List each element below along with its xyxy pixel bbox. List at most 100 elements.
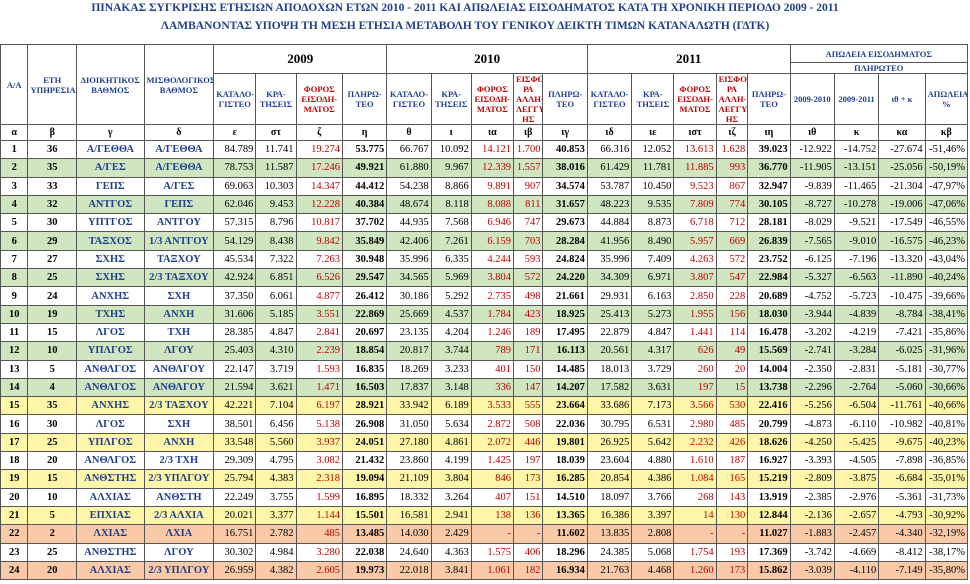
table-row: 23 25 ΑΝΘΣΤΗΣ ΛΓΟΥ 30.302 4.984 3.280 22.038 24.… <box>0 542 969 562</box>
table-cell: 19.094 <box>341 469 388 489</box>
table-cell: -11.890 <box>878 268 926 288</box>
table-cell: 4.537 <box>430 304 472 324</box>
table-cell: 26.839 <box>747 231 791 251</box>
table-cell: 130 <box>715 505 749 526</box>
table-cell: -4.752 <box>789 286 835 306</box>
table-cell: 78.753 <box>213 158 257 178</box>
h-2011-foros: ΦΟΡΟΣ ΕΙΣΟΔΗ-ΜΑΤΟΣ <box>673 73 717 125</box>
column-letter: ιβ <box>512 124 544 141</box>
table-cell: 336 <box>470 377 514 398</box>
title-line-2: ΛΑΜΒΑΝΟΝΤΑΣ ΥΠΟΨΗ ΤΗ ΜΕΣΗ ΕΤΗΣΙΑ ΜΕΤΑΒΟΛ… <box>160 20 770 32</box>
table-cell: 3.755 <box>255 487 297 507</box>
table-cell: 3.233 <box>430 359 472 379</box>
table-cell: 867 <box>715 176 749 196</box>
table-cell: 6.526 <box>295 268 343 288</box>
table-cell: 406 <box>512 542 544 562</box>
h-2009-foros: ΦΟΡΟΣ ΕΙΣΟΔΗ-ΜΑΤΟΣ <box>295 73 343 125</box>
table-cell: 3.766 <box>631 487 675 507</box>
table-cell: 2 <box>0 158 29 178</box>
table-cell: -11.761 <box>878 396 926 416</box>
table-cell: 30.105 <box>747 194 791 215</box>
table-cell: 35.996 <box>586 249 633 270</box>
column-letter: ια <box>470 124 514 141</box>
table-cell: 1.610 <box>673 451 717 471</box>
table-cell: 846 <box>470 469 514 489</box>
table-cell: 3.148 <box>430 377 472 398</box>
table-cell: 48.674 <box>386 194 432 215</box>
table-cell: 747 <box>512 213 544 233</box>
table-cell: 54.129 <box>213 231 257 251</box>
table-cell: 42.924 <box>213 268 257 288</box>
table-cell: 2.429 <box>430 524 472 544</box>
table-row: 22 2 ΛΧΙΑΣ ΛΧΙΑ 16.751 2.782 485 13.485 14.030 2.… <box>0 524 969 544</box>
table-cell: 25 <box>27 268 77 288</box>
table-cell: 24.385 <box>586 542 633 562</box>
table-cell: 22.018 <box>386 560 432 581</box>
table-cell: 34.565 <box>386 268 432 288</box>
table-row: 14 4 ΑΝΘΛΓΟΣ ΑΝΘΛΓΟΥ 21.594 3.621 1.471 16.503 1… <box>0 377 969 398</box>
table-cell: 53.787 <box>586 176 633 196</box>
table-cell: 7 <box>0 249 29 270</box>
table-cell: 1.784 <box>470 304 514 324</box>
table-cell: 4.244 <box>470 249 514 270</box>
table-cell: 5.957 <box>673 231 717 251</box>
table-cell: 4 <box>0 194 29 215</box>
table-cell: 143 <box>715 487 749 507</box>
table-cell: -38,41% <box>924 304 969 324</box>
table-cell: 40.384 <box>341 194 388 215</box>
h-2009-kratiseis: ΚΡΑ-ΤΗΣΕΙΣ <box>255 73 297 125</box>
table-cell: ΑΝΘΛΓΟΣ <box>75 451 145 471</box>
table-cell: 5 <box>27 505 77 526</box>
table-cell: -40,23% <box>924 432 969 453</box>
table-cell: ΛΓΟΥ <box>143 542 215 562</box>
table-cell: -5.361 <box>878 487 926 507</box>
table-cell: 171 <box>512 341 544 361</box>
table-cell: -7.565 <box>789 231 835 251</box>
table-cell: 18.013 <box>586 359 633 379</box>
table-cell: 197 <box>512 451 544 471</box>
table-cell: 1.557 <box>512 158 544 178</box>
table-cell: 6.971 <box>631 268 675 288</box>
table-cell: -13.320 <box>878 249 926 270</box>
table-cell: 498 <box>512 286 544 306</box>
h-loss-0910: 2009-2010 <box>789 73 835 125</box>
table-cell: 31.606 <box>213 304 257 324</box>
table-cell: 48.223 <box>586 194 633 215</box>
table-cell: 426 <box>715 432 749 453</box>
table-cell: 24 <box>0 560 29 581</box>
table-cell: 18.854 <box>341 341 388 361</box>
table-cell: 4.263 <box>673 249 717 270</box>
table-cell: 9.842 <box>295 231 343 251</box>
table-cell: 40.853 <box>542 139 588 160</box>
column-letter: ιθ <box>789 124 835 141</box>
table-cell: 16.478 <box>747 322 791 343</box>
table-cell: 45.534 <box>213 249 257 270</box>
table-cell: 62.046 <box>213 194 257 215</box>
table-cell: 7.322 <box>255 249 297 270</box>
table-cell: 24.640 <box>386 542 432 562</box>
table-cell: -3.393 <box>789 451 835 471</box>
table-cell: -2.657 <box>833 505 880 526</box>
table-cell: -30,66% <box>924 377 969 398</box>
table-cell: 8 <box>0 268 29 288</box>
table-cell: 20 <box>0 487 29 507</box>
table-cell: 2/3 ΥΠΛΓΟΥ <box>143 560 215 581</box>
table-cell: 17.246 <box>295 158 343 178</box>
table-cell: -7.898 <box>878 451 926 471</box>
table-body: 1 36 Α/ΓΕΘΘΑ Α/ΓΕΘΘΑ 84.789 11.741 19.274 53.77… <box>0 139 969 581</box>
table-cell: 6.061 <box>255 286 297 306</box>
table-row: 10 19 ΤΧΗΣ ΑΝΧΗ 31.606 5.185 3.551 22.869 25.669… <box>0 304 969 324</box>
table-cell: 24 <box>27 286 77 306</box>
table-cell: 16 <box>0 414 29 434</box>
table-cell: 14.207 <box>542 377 588 398</box>
table-cell: 268 <box>673 487 717 507</box>
table-cell: 147 <box>512 377 544 398</box>
table-cell: 6.718 <box>673 213 717 233</box>
table-cell: ΤΧΗ <box>143 322 215 343</box>
column-letter: ιγ <box>542 124 588 141</box>
table-cell: 5.292 <box>430 286 472 306</box>
table-cell: 29.547 <box>341 268 388 288</box>
table-cell: 485 <box>295 524 343 544</box>
table-cell: 61.429 <box>586 158 633 178</box>
table-cell: -5.060 <box>878 377 926 398</box>
